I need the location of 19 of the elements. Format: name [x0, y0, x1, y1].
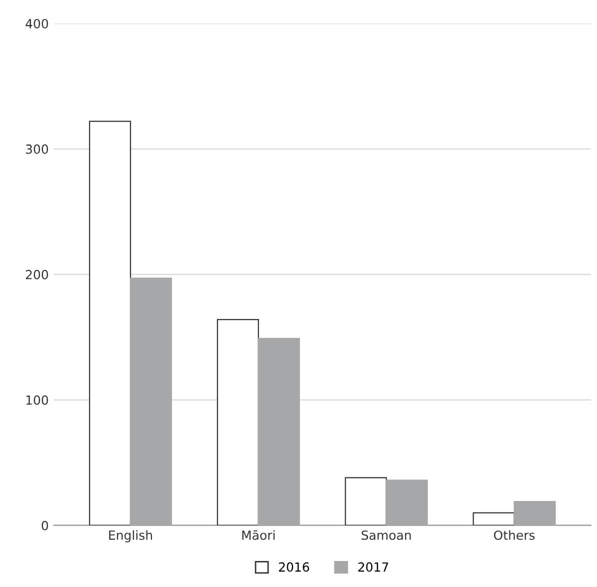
y-tick-label: 0: [42, 520, 48, 530]
x-tick-label: English: [109, 530, 152, 542]
bar: [130, 278, 172, 526]
y-tick-label: 400: [26, 18, 48, 28]
bar: [258, 338, 300, 526]
bar: [216, 319, 259, 526]
bar: [88, 120, 132, 526]
y-tick-label: 200: [26, 270, 48, 280]
bar: [472, 512, 515, 526]
x-tick-label: Others: [494, 530, 535, 540]
legend-label: 2016: [278, 562, 310, 572]
bar: [344, 477, 387, 526]
bar: [514, 500, 556, 526]
x-tick-label: Māori: [242, 530, 275, 540]
x-tick-label: Samoan: [362, 530, 411, 540]
bar: [386, 480, 428, 526]
y-tick-label: 300: [26, 144, 48, 154]
y-tick-label: 100: [26, 395, 48, 405]
legend-label: 2017: [358, 562, 388, 572]
